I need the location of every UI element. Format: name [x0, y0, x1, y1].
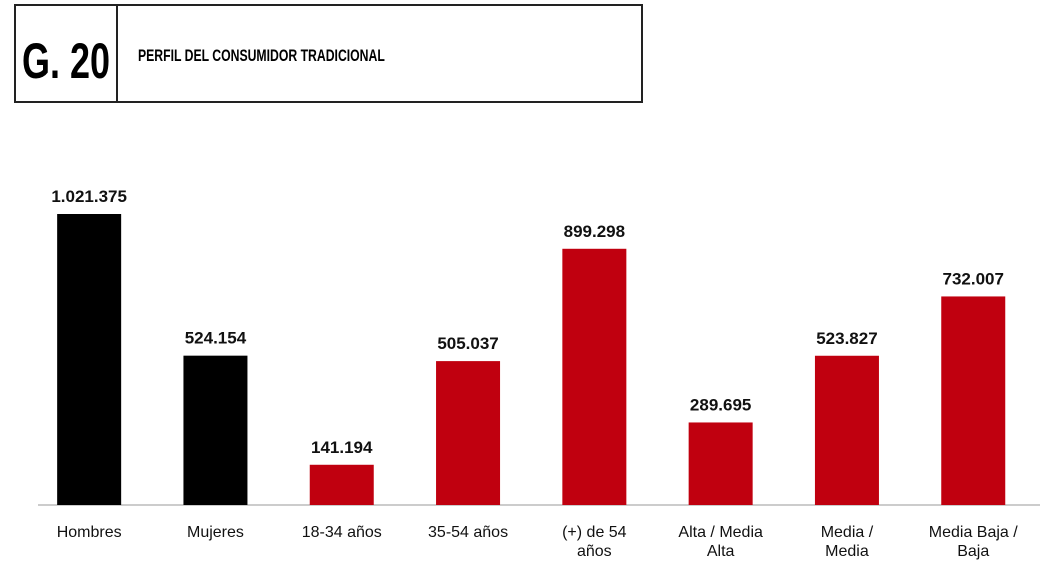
x-tick-label: Hombres: [57, 524, 122, 541]
x-tick-label: Alta / Media Alta: [678, 524, 763, 560]
header-box: [14, 4, 643, 103]
chart-title: PERFIL DEL CONSUMIDOR TRADICIONAL: [138, 47, 385, 65]
x-tick-label: (+) de 54 años: [562, 524, 627, 560]
value-label: 899.298: [564, 222, 625, 241]
bar: [436, 361, 501, 505]
value-label: 1.021.375: [51, 187, 127, 206]
bar: [309, 464, 374, 505]
bar: [814, 355, 879, 505]
x-tick-label: 18-34 años: [302, 524, 382, 541]
bar: [183, 355, 248, 505]
bar: [562, 248, 627, 506]
figure-label: G. 20: [22, 34, 110, 89]
x-tick-label: Mujeres: [187, 524, 244, 541]
bar: [688, 422, 753, 505]
x-tick-label: 35-54 años: [428, 524, 508, 541]
value-label: 523.827: [816, 329, 877, 348]
value-label: 141.194: [311, 438, 373, 457]
x-tick-label: Media / Media: [821, 524, 874, 560]
value-label: 524.154: [185, 329, 247, 348]
bar: [941, 296, 1006, 505]
bar: [57, 214, 122, 505]
x-tick-label: Media Baja / Baja: [929, 524, 1018, 560]
value-label: 289.695: [690, 395, 751, 414]
value-label: 732.007: [943, 269, 1004, 288]
value-label: 505.037: [437, 334, 498, 353]
